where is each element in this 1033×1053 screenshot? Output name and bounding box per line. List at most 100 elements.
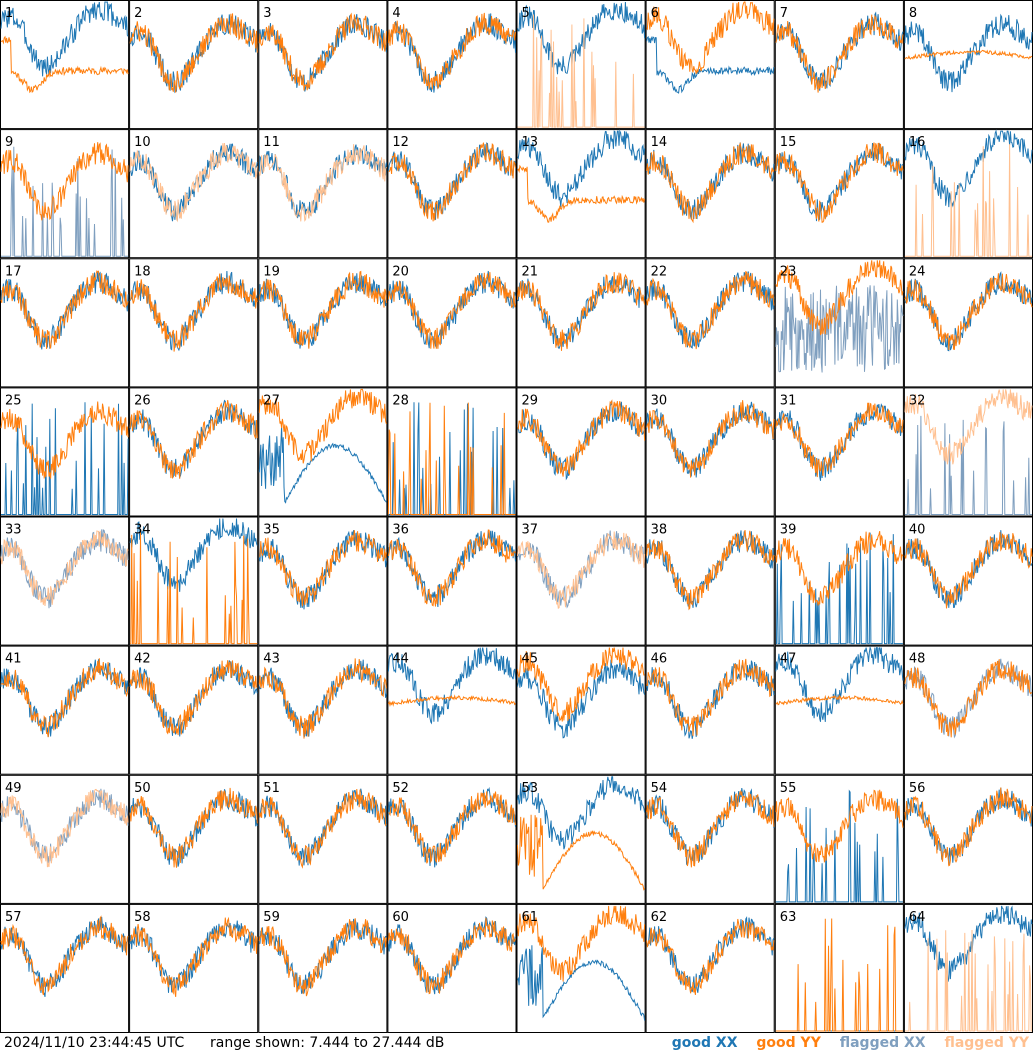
panel-number-label: 41 (5, 652, 22, 667)
panel-number-label: 3 (263, 6, 271, 21)
yy-series-line (775, 789, 904, 863)
panel-58: 58 (129, 903, 259, 1033)
panel-64: 64 (903, 903, 1033, 1033)
panel-5: 5 (516, 0, 646, 130)
xx-series-line (517, 776, 646, 850)
xx-series-line (129, 518, 258, 592)
panel-13: 13 (516, 129, 646, 259)
panel-number-label: 26 (134, 393, 151, 408)
panel-number-label: 23 (780, 264, 797, 279)
panel-number-label: 52 (392, 781, 409, 796)
panel-57: 57 (0, 903, 130, 1033)
yy-series-line (646, 400, 775, 478)
panel-42: 42 (129, 645, 259, 775)
yy-series-line (517, 531, 646, 610)
yy-series-line (129, 273, 258, 352)
panel-frame (387, 774, 517, 904)
yy-series-line (517, 272, 646, 351)
panel-number-label: 8 (909, 6, 917, 21)
panel-41: 41 (0, 645, 130, 775)
xx-series-line (775, 11, 904, 91)
panel-number-label: 37 (522, 523, 539, 538)
panel-number-label: 64 (909, 910, 926, 925)
panel-54: 54 (645, 774, 775, 904)
panel-number-label: 1 (5, 6, 13, 21)
panel-number-label: 10 (134, 135, 151, 150)
panel-frame (258, 903, 388, 1033)
xx-series-line (258, 426, 387, 504)
panel-frame (0, 129, 130, 259)
panel-frame (645, 645, 775, 775)
panel-number-label: 31 (780, 393, 797, 408)
xx-series-line (517, 276, 646, 350)
panel-39: 39 (774, 516, 904, 646)
panel-59: 59 (258, 903, 388, 1033)
yy-series-line (0, 658, 129, 738)
xx-series-line (129, 270, 258, 352)
footer: 2024/11/10 23:44:45 UTC range shown: 7.4… (0, 1033, 1033, 1053)
yy-series-line (130, 530, 258, 645)
panel-number-label: 20 (392, 264, 409, 279)
yy-series-line (904, 49, 1033, 60)
legend-good-xx: good XX (671, 1035, 738, 1051)
panel-55: 55 (774, 774, 904, 904)
panel-frame (516, 387, 646, 517)
panel-frame (645, 387, 775, 517)
panel-frame (258, 645, 388, 775)
panel-frame (774, 516, 904, 646)
panel-52: 52 (387, 774, 517, 904)
panel-25: 25 (0, 387, 130, 517)
panel-number-label: 49 (5, 781, 22, 796)
panel-frame (129, 516, 259, 646)
xx-series-line (775, 532, 903, 645)
legend-flagged-xx: flagged XX (839, 1035, 926, 1051)
yy-series-line (387, 694, 516, 708)
panel-number-label: 19 (263, 264, 280, 279)
yy-series-line (129, 660, 258, 736)
xx-series-line (775, 403, 904, 481)
panel-51: 51 (258, 774, 388, 904)
yy-series-line (129, 787, 258, 868)
panel-number-label: 6 (651, 6, 659, 21)
xx-series-line (388, 402, 516, 515)
panel-frame (258, 774, 388, 904)
xx-series-line (646, 530, 775, 608)
yy-series-line (646, 530, 775, 611)
panel-number-label: 32 (909, 393, 926, 408)
panel-number-label: 28 (392, 393, 409, 408)
panel-frame (774, 645, 904, 775)
panel-40: 40 (903, 516, 1033, 646)
panel-frame (516, 645, 646, 775)
panel-frame (129, 129, 259, 259)
panel-number-label: 12 (392, 135, 409, 150)
panel-frame (387, 129, 517, 259)
panel-27: 27 (258, 387, 388, 517)
panel-14: 14 (645, 129, 775, 259)
yy-series-line (258, 270, 387, 349)
panel-7: 7 (774, 0, 904, 130)
panel-3: 3 (258, 0, 388, 130)
xx-series-line (517, 129, 646, 208)
yy-series-line (775, 260, 904, 336)
panel-2: 2 (129, 0, 259, 130)
xx-series-line (0, 1, 129, 77)
yy-series-line (517, 647, 645, 722)
panel-number-label: 56 (909, 781, 926, 796)
panel-frame (774, 774, 904, 904)
yy-series-line (904, 929, 1032, 1032)
panel-frame (258, 0, 388, 130)
panel-number-label: 39 (780, 523, 797, 538)
yy-series-line (517, 164, 646, 223)
panel-18: 18 (129, 258, 259, 388)
yy-series-line (258, 788, 387, 869)
panel-37: 37 (516, 516, 646, 646)
panel-frame (129, 774, 259, 904)
panel-number-label: 50 (134, 781, 151, 796)
panel-number-label: 60 (392, 910, 409, 925)
panel-number-label: 48 (909, 652, 926, 667)
panel-28: 28 (387, 387, 517, 517)
panel-frame (903, 0, 1033, 130)
yy-series-line (904, 273, 1033, 351)
xx-series-line (387, 916, 516, 995)
panel-number-label: 17 (5, 264, 22, 279)
